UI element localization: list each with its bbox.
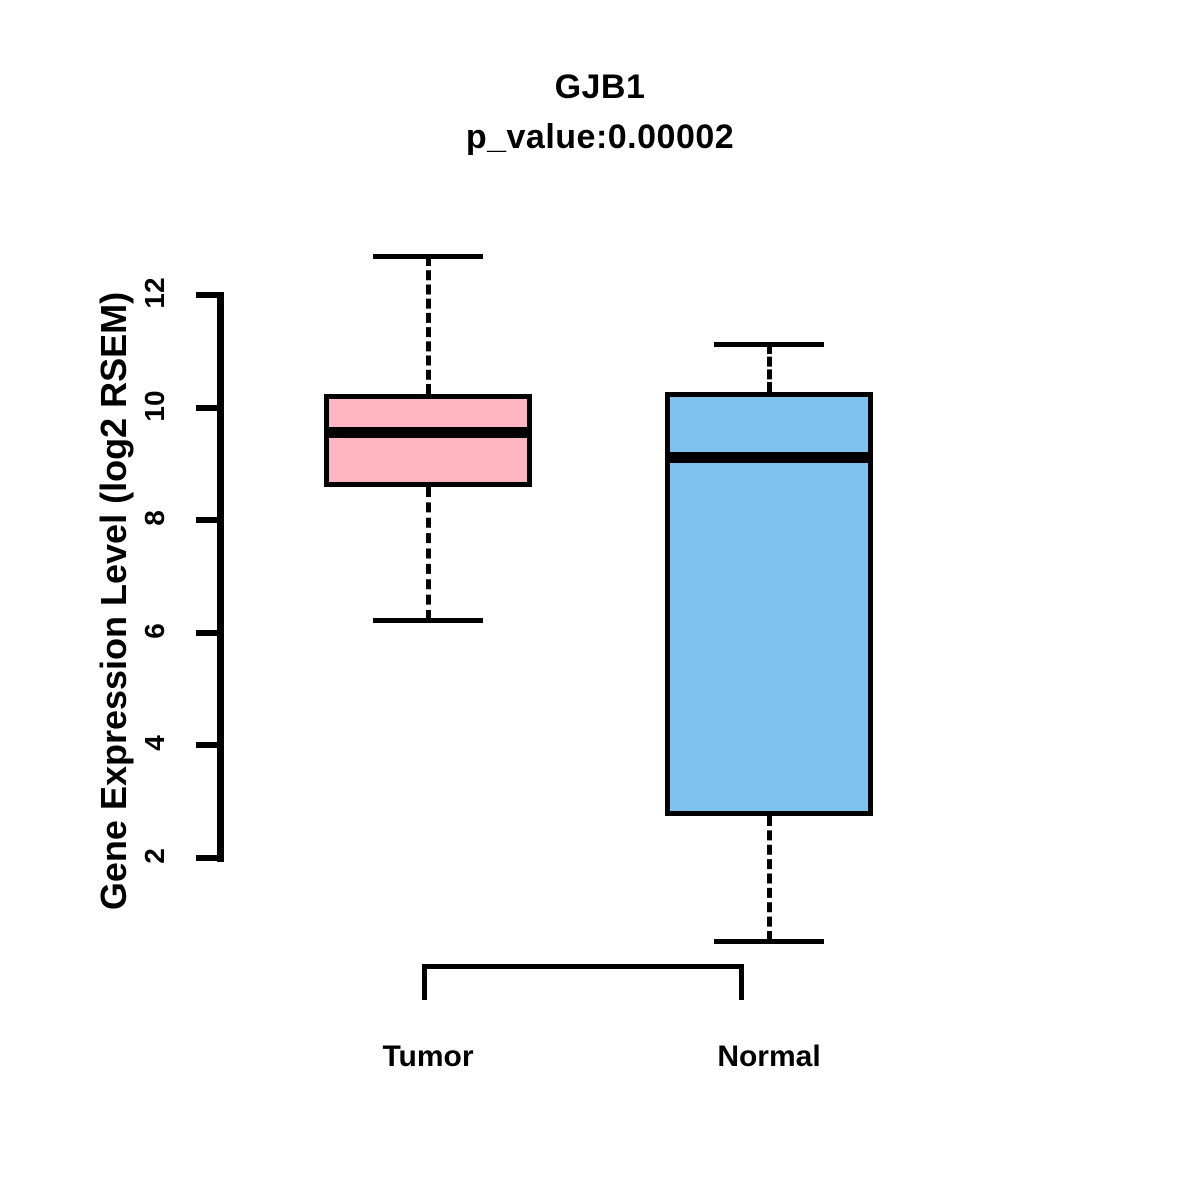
median-line-tumor — [324, 426, 532, 438]
whisker-cap-lower-normal — [714, 938, 824, 944]
y-axis-tick-4 — [196, 742, 224, 749]
x-axis-end-left — [422, 964, 427, 1000]
chart-title: GJB1 — [554, 68, 646, 106]
x-axis-label-normal: Normal — [717, 1040, 821, 1073]
y-axis-tick-12 — [196, 292, 224, 298]
y-axis-title: Gene Expression Level (log2 RSEM) — [93, 291, 134, 911]
y-axis-tick-label-10: 10 — [139, 390, 170, 422]
y-axis-tick-label-2: 2 — [139, 848, 170, 864]
whisker-lower-tumor — [426, 486, 431, 620]
y-axis-tick-label-12: 12 — [139, 277, 170, 309]
y-axis-tick-label-4: 4 — [139, 735, 170, 752]
whisker-upper-normal — [767, 343, 772, 392]
y-axis-tick-2 — [196, 855, 224, 861]
y-axis-tick-8 — [196, 517, 224, 524]
box-tumor[interactable] — [324, 394, 532, 487]
whisker-cap-upper-tumor — [373, 254, 483, 260]
median-line-normal — [665, 452, 873, 464]
whisker-upper-tumor — [426, 256, 431, 395]
whisker-cap-upper-normal — [714, 341, 824, 347]
x-axis-label-tumor: Tumor — [382, 1040, 474, 1073]
x-axis-end-right — [739, 964, 744, 1000]
y-axis-tick-label-8: 8 — [139, 510, 170, 526]
whisker-cap-lower-tumor — [373, 617, 483, 623]
y-axis-tick-label-6: 6 — [139, 623, 170, 639]
y-axis-tick-6 — [196, 629, 224, 636]
y-axis-line — [217, 292, 224, 862]
chart-subtitle-pvalue: p_value:0.00002 — [465, 118, 735, 156]
y-axis-tick-10 — [196, 404, 224, 411]
x-axis-line — [422, 964, 744, 969]
whisker-lower-normal — [767, 815, 772, 941]
